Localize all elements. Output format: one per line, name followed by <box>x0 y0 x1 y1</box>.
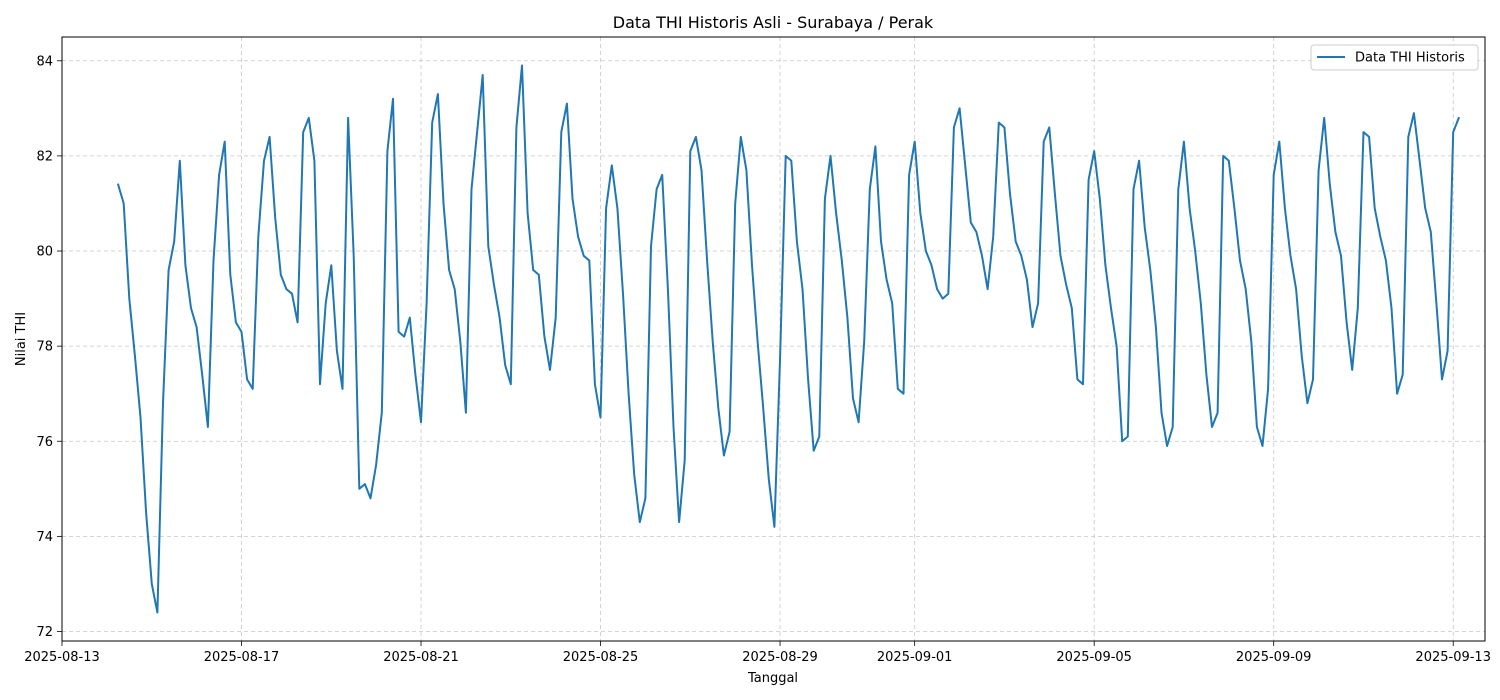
plot-frame <box>61 36 1486 642</box>
legend: Data THI Historis <box>1310 44 1479 71</box>
y-tick-label-1: 74 <box>36 530 53 545</box>
y-tick-label-6: 84 <box>36 54 53 69</box>
x-tick-label-0: 2025-08-13 <box>24 650 100 665</box>
chart-title: Data THI Historis Asli - Surabaya / Pera… <box>613 13 934 32</box>
x-tick-label-3: 2025-08-25 <box>563 650 639 665</box>
x-tick-label-5: 2025-09-01 <box>877 650 953 665</box>
x-tick-label-6: 2025-09-05 <box>1056 650 1132 665</box>
x-tick-label-2: 2025-08-21 <box>383 650 459 665</box>
y-tick-label-5: 82 <box>36 149 53 164</box>
legend-box <box>1310 44 1479 71</box>
x-tick-label-7: 2025-09-09 <box>1236 650 1312 665</box>
y-tick-label-3: 78 <box>36 340 53 355</box>
y-axis-label: Nilai THI <box>14 312 29 366</box>
x-tick-label-1: 2025-08-17 <box>204 650 280 665</box>
y-axis-ticks: 72 74 76 78 80 82 84 <box>36 54 62 640</box>
y-tick-label-4: 80 <box>36 245 53 260</box>
legend-label-data-thi-historis: Data THI Historis <box>1355 51 1465 66</box>
series-line-0 <box>117 64 1460 614</box>
x-axis-label: Tanggal <box>747 671 798 686</box>
y-tick-label-0: 72 <box>36 625 53 640</box>
x-tick-label-4: 2025-08-29 <box>742 650 818 665</box>
x-axis-ticks: 2025-08-13 2025-08-17 2025-08-21 2025-08-25… <box>24 641 1491 665</box>
series-layer <box>117 64 1460 614</box>
y-tick-label-2: 76 <box>36 435 53 450</box>
x-tick-label-8: 2025-09-13 <box>1415 650 1491 665</box>
